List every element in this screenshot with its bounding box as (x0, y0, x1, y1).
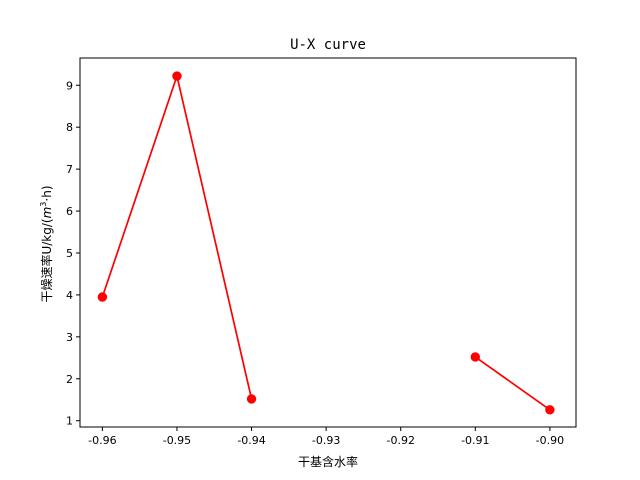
plot-area: -0.96 -0.95 -0.94 -0.93 -0.92 -0.91 -0.90 1 2 3 4 5… (66, 57, 577, 447)
series-line (474, 356, 551, 411)
x-tick-label: -0.90 (536, 434, 564, 447)
y-tick-label: 1 (66, 415, 73, 428)
y-axis-label-suffix: ·h) (40, 185, 54, 201)
x-tick-label: -0.92 (386, 434, 414, 447)
y-tick-label: 6 (66, 205, 73, 218)
data-point (246, 394, 257, 404)
x-tick-label: -0.91 (461, 434, 489, 447)
x-tick-label: -0.93 (312, 434, 340, 447)
y-tick-label: 7 (66, 163, 73, 176)
y-tick-label: 5 (66, 247, 73, 260)
data-point (470, 352, 481, 362)
y-axis-label: 干燥速率U/kg/(m3·h) (39, 185, 54, 302)
x-axis-label: 干基含水率 (298, 454, 358, 469)
y-axis-label-prefix: 干燥速率U/kg/( (39, 218, 54, 302)
data-point (172, 71, 182, 81)
chart-title: U-X curve (290, 37, 366, 53)
x-tick-label: -0.95 (163, 434, 191, 447)
y-tick-label: 4 (66, 289, 73, 302)
y-tick-label: 8 (66, 121, 73, 134)
x-tick-label: -0.96 (88, 434, 116, 447)
y-tick-label: 9 (66, 79, 73, 92)
y-axis-label-superscript: 3 (39, 202, 48, 207)
data-point (545, 405, 555, 415)
y-axis-label-math: m (40, 207, 54, 219)
y-tick-label: 2 (66, 373, 73, 386)
data-point (97, 292, 108, 302)
axes-frame (79, 57, 577, 428)
y-tick-label: 3 (66, 331, 73, 344)
x-tick-label: -0.94 (237, 434, 265, 447)
